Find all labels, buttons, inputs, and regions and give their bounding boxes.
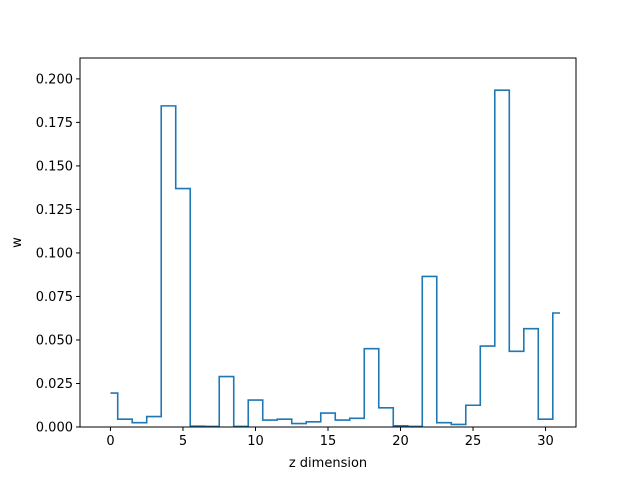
x-tick-label: 20: [392, 434, 409, 449]
y-tick-label: 0.025: [36, 377, 73, 392]
y-tick-label: 0.150: [36, 159, 73, 174]
y-tick-label: 0.175: [36, 116, 73, 131]
x-tick-label: 30: [537, 434, 554, 449]
x-tick-label: 10: [247, 434, 264, 449]
x-axis-label: z dimension: [289, 456, 367, 471]
y-axis-label: w: [10, 237, 25, 248]
plot-area: [110, 89, 561, 428]
series-step-line-0: [110, 89, 561, 428]
y-tick-label: 0.075: [36, 290, 73, 305]
x-tick-label: 15: [320, 434, 337, 449]
y-tick-label: 0.050: [36, 333, 73, 348]
y-tick-label: 0.000: [36, 421, 73, 436]
y-tick-label: 0.200: [36, 72, 73, 87]
axes: 0 5 10 15 20 25 30 0.000 0.025 0.050 0.075 0.100 0.1…: [36, 57, 577, 449]
y-tick-label: 0.100: [36, 246, 73, 261]
x-tick-label: 0: [106, 434, 114, 449]
x-tick-label: 25: [465, 434, 482, 449]
x-tick-label: 5: [179, 434, 187, 449]
y-tick-label: 0.125: [36, 203, 73, 218]
